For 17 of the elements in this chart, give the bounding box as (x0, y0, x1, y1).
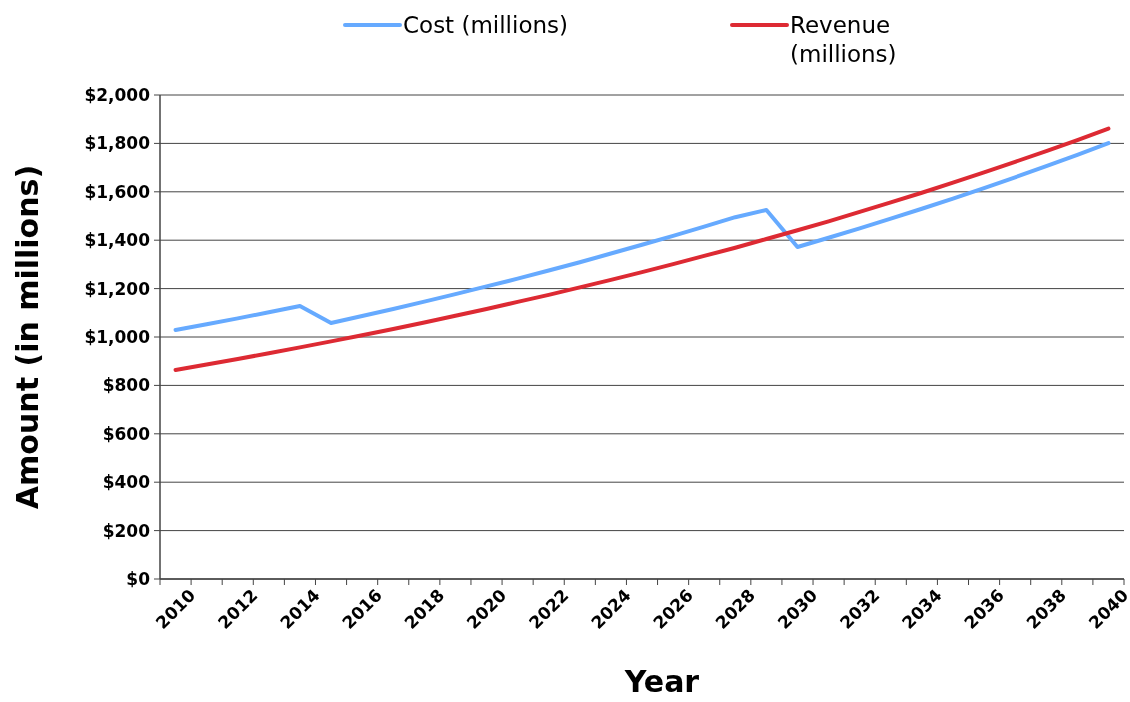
y-tick-label: $1,800 (84, 133, 151, 154)
y-tick-label: $400 (102, 472, 151, 493)
y-tick-label: $1,400 (84, 230, 151, 251)
y-tick-label: $600 (102, 423, 151, 444)
line-series (173, 126, 1111, 372)
y-tick-label: $1,600 (84, 181, 151, 202)
y-tick-label: $200 (102, 520, 151, 541)
y-axis-title: Amount (in millions) (10, 164, 45, 510)
y-tick-label: $0 (126, 568, 151, 589)
x-axis-title: Year (623, 664, 700, 699)
legend-label: Revenue (millions) (790, 12, 897, 67)
y-tick-label: $800 (102, 375, 151, 396)
legend-label: Cost (millions) (403, 12, 568, 39)
y-tick-label: $2,000 (84, 84, 151, 105)
line-series (173, 141, 1111, 332)
y-tick-label: $1,200 (84, 278, 151, 299)
y-tick-label: $1,000 (84, 326, 151, 347)
